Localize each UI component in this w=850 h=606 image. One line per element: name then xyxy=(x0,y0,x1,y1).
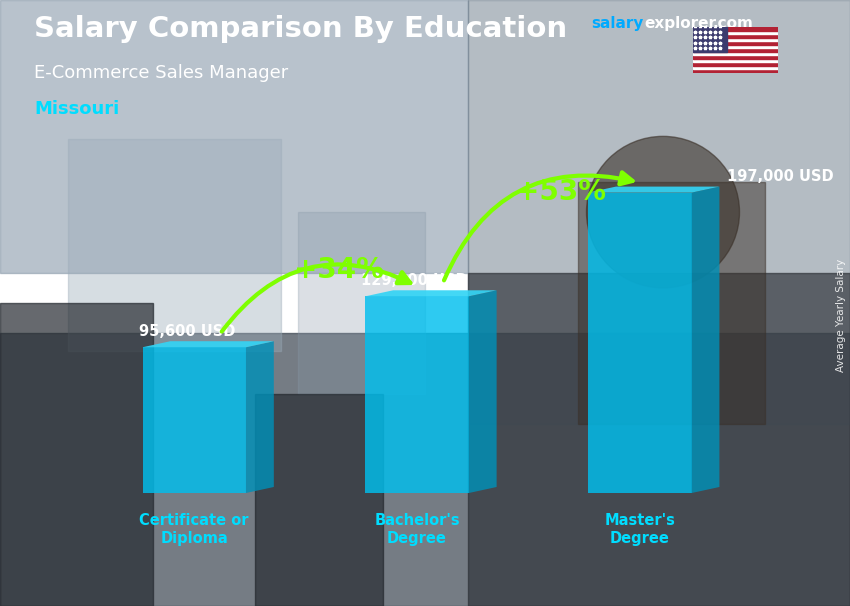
Bar xyxy=(468,0,850,424)
Polygon shape xyxy=(366,290,496,296)
Bar xyxy=(693,41,778,45)
Bar xyxy=(693,31,778,35)
Bar xyxy=(693,62,778,65)
Bar xyxy=(0,333,850,606)
Polygon shape xyxy=(692,187,719,493)
Bar xyxy=(255,394,382,606)
Text: E-Commerce Sales Manager: E-Commerce Sales Manager xyxy=(34,64,288,82)
Text: +53%: +53% xyxy=(516,179,606,207)
Bar xyxy=(693,55,778,59)
Text: +34%: +34% xyxy=(293,256,383,284)
Bar xyxy=(588,193,692,493)
Text: 197,000 USD: 197,000 USD xyxy=(728,169,834,184)
Bar xyxy=(693,35,778,38)
Text: Certificate or
Diploma: Certificate or Diploma xyxy=(139,513,249,545)
Polygon shape xyxy=(468,290,496,493)
Polygon shape xyxy=(246,341,274,493)
Bar xyxy=(693,59,778,62)
Text: 129,000 USD: 129,000 USD xyxy=(361,273,468,288)
Ellipse shape xyxy=(586,136,740,288)
Bar xyxy=(693,45,778,48)
Polygon shape xyxy=(588,187,719,193)
Bar xyxy=(143,347,246,493)
Bar xyxy=(693,65,778,69)
Text: Bachelor's
Degree: Bachelor's Degree xyxy=(374,513,460,545)
Bar xyxy=(693,48,778,52)
Bar xyxy=(693,52,778,55)
Bar xyxy=(0,0,468,273)
Polygon shape xyxy=(143,341,274,347)
Bar xyxy=(693,27,778,31)
Bar xyxy=(468,273,850,606)
Text: explorer: explorer xyxy=(644,16,717,32)
Bar xyxy=(366,296,468,493)
Bar xyxy=(68,139,280,351)
Bar xyxy=(578,182,765,424)
Bar xyxy=(693,38,778,41)
Text: Salary Comparison By Education: Salary Comparison By Education xyxy=(34,15,567,43)
Text: Missouri: Missouri xyxy=(34,100,119,118)
Bar xyxy=(298,212,425,394)
Text: Master's
Degree: Master's Degree xyxy=(604,513,675,545)
Text: salary: salary xyxy=(591,16,643,32)
Bar xyxy=(693,27,727,52)
Text: .com: .com xyxy=(712,16,753,32)
Bar xyxy=(693,69,778,73)
Bar xyxy=(0,303,153,606)
Text: 95,600 USD: 95,600 USD xyxy=(139,324,235,339)
Text: Average Yearly Salary: Average Yearly Salary xyxy=(836,259,846,371)
